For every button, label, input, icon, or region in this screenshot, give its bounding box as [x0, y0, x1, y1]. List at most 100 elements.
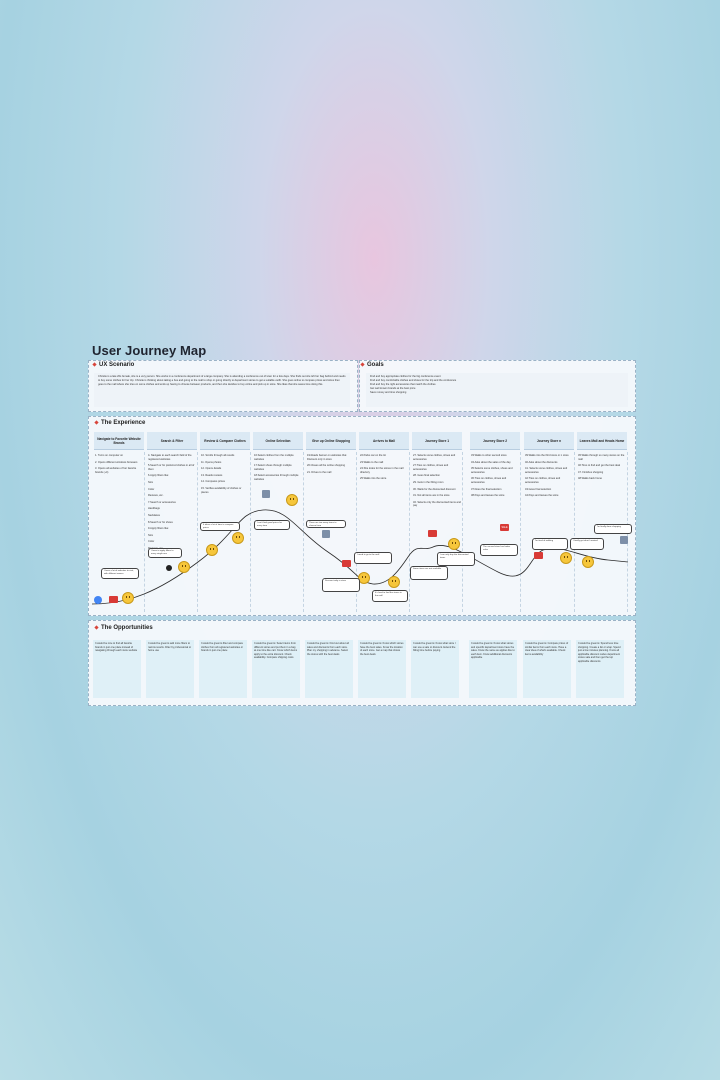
step-item: 28. Goes final selection — [413, 474, 440, 478]
stage-header: Journey Store n — [524, 432, 574, 450]
step-item: 47. Finishes shopping — [578, 470, 604, 474]
experience-heading: The Experience — [94, 420, 146, 426]
sale-badge-icon — [428, 530, 437, 537]
diamond-icon — [94, 625, 99, 630]
step-item: 4. Navigate to each search field of the … — [148, 454, 192, 461]
step-item: 7.Search or accessories — [148, 500, 176, 504]
opportunity-card: It would be great to: Spend less time sh… — [576, 640, 624, 698]
pain-bubble: I'm finally done shopping — [594, 524, 632, 534]
step-item: Reviews, etc. — [148, 494, 164, 498]
goal-item: Save money and time shopping — [370, 391, 407, 394]
google-icon — [94, 596, 102, 604]
thinking-face-icon — [232, 532, 244, 544]
pain-bubble: It's hard to find the stores in the mall — [372, 590, 408, 602]
cart-icon — [322, 530, 330, 538]
worried-face-icon — [388, 576, 400, 588]
pain-bubble: I can only buy the discounted items — [437, 552, 475, 566]
pain-bubble: The second store has better sales — [480, 544, 518, 556]
step-item: 21. Drives to the mall — [307, 470, 332, 474]
stage-steps: 10. Scrolls through all results 11. Opens… — [201, 454, 249, 497]
bag-icon — [534, 552, 543, 559]
pain-bubble: I need to go to the mall — [354, 552, 392, 564]
stage-steps: 16.Select clothes from the multiple webs… — [254, 454, 302, 485]
step-item: 19.Reads banner on websites that Discoun… — [307, 454, 347, 461]
page-title: User Journey Map — [92, 343, 207, 358]
pain-bubble: I can't find good prices for every item — [254, 520, 290, 530]
step-item: 36.Tries on clothes, shoes and accessori… — [471, 477, 507, 484]
opportunity-card: It would be great to add more filters to… — [146, 640, 194, 698]
goals-heading: Goals — [360, 362, 384, 368]
stage-steps: 39.Walks into the third store or n store… — [525, 454, 573, 501]
neutral-face-icon — [178, 561, 190, 573]
home-icon — [620, 536, 628, 544]
step-item: 39.Walks into the third store or n store — [525, 454, 569, 457]
diamond-icon — [360, 362, 365, 367]
stage-header: Online Selection — [253, 432, 303, 450]
stage-header: Search & Filter — [147, 432, 197, 450]
step-item: Size — [148, 533, 154, 537]
opportunity-card: It would be nice to find all favorite br… — [93, 640, 141, 698]
step-item: 40.Asks about the discounts — [525, 460, 558, 464]
opportunities-heading: The Opportunities — [94, 625, 153, 631]
step-item: Color — [148, 487, 155, 491]
emotion-curve-line — [91, 509, 629, 605]
relieved-face-icon — [582, 556, 594, 568]
step-item: 35.Selects some clothes, shoes and acces… — [471, 467, 513, 474]
stage-header: Review & Compare Clothes — [200, 432, 250, 450]
step-item: 20.Closes all the online shopping — [307, 464, 346, 468]
stage-header: Journey Store 2 — [470, 432, 520, 450]
step-item: 6.Apply filters like: — [148, 474, 169, 478]
step-item: 22.Parks car on the lot — [360, 454, 386, 457]
step-item: 38.Pays and leaves the store — [471, 494, 505, 498]
smile-face-icon — [448, 538, 460, 550]
experience-title: The Experience — [101, 420, 146, 426]
step-item: 5.Search or for preferred clothes in all… — [148, 464, 195, 471]
step-item: 15. Verifies availability of clothes or … — [201, 486, 242, 494]
tired-face-icon — [560, 552, 572, 564]
stage-steps: 19.Reads banner on websites that Discoun… — [307, 454, 355, 477]
stage-header: Navigate to Favorite Website Brands — [94, 432, 144, 450]
step-item: Size — [148, 480, 154, 484]
stage-header: Journey Store 1 — [412, 432, 462, 450]
pain-bubble: There are too many items to choose from — [306, 520, 346, 528]
step-item: Color — [148, 540, 155, 544]
opportunity-card: It would be great to: Find out about all… — [305, 640, 353, 698]
stage-column — [358, 452, 410, 612]
pain-bubble: I finally got what I wanted — [570, 538, 604, 550]
step-item: 25.Walks into the store — [360, 477, 387, 481]
step-item: 42.Tries on clothes, shoes and accessori… — [525, 477, 561, 484]
step-item: 12. Opens details — [201, 467, 222, 471]
step-item: 45.Walks through so many stores on the m… — [578, 454, 625, 461]
step-item: 41. Selects some clothes, shoes and acce… — [525, 467, 568, 474]
sale-badge-icon-2: SALE — [500, 524, 509, 531]
stage-column — [305, 452, 357, 612]
ux-scenario-title: UX Scenario — [99, 362, 135, 368]
stage-steps: 22.Parks car on the lot 23.Walks to the m… — [360, 454, 408, 484]
step-item: 1. Turns on computer on — [95, 454, 124, 457]
step-item: 17.Select shoes through multiple website… — [254, 464, 292, 471]
step-item: 18.Select accessories through multiple w… — [254, 474, 299, 481]
step-item: 2. Opens different windows browsers — [95, 460, 138, 464]
step-item: 23.Walks to the mall — [360, 460, 384, 464]
goals-title: Goals — [367, 362, 384, 368]
step-item: 44.Pays and leaves the store — [525, 494, 559, 498]
sale-badge-label: SALE — [501, 526, 508, 529]
pain-bubble: Some items are not available — [410, 566, 448, 580]
stage-steps: 27. Selects some clothes, shoes and acce… — [413, 454, 461, 511]
pain-bubble: It takes a lot of time to compare prices — [200, 522, 240, 531]
ux-scenario-text: Christie is a late 20s female, she is a … — [94, 373, 350, 407]
step-item: 27. Selects some clothes, shoes and acce… — [413, 454, 456, 461]
emotion-curve — [91, 509, 629, 605]
confused-face-icon — [206, 544, 218, 556]
clothes-icon — [262, 490, 270, 498]
sale-tag-icon — [109, 596, 118, 603]
stage-column — [523, 452, 575, 612]
opportunity-card: It would be great to: Select items from … — [252, 640, 300, 698]
stage-header: Leaves Mall and Heads Home — [577, 432, 627, 450]
stage-header: Give up Online Shopping — [306, 432, 356, 450]
opportunity-card: It would be great to: Know which stores … — [358, 640, 406, 698]
pain-bubble: I have a lot of websites to visit, with … — [101, 568, 139, 579]
step-item: 27.Tries on clothes, shoes and accessori… — [413, 464, 449, 471]
step-item: 43.Goes final selection — [525, 487, 552, 491]
opportunity-card: It would be great to: Know what store I … — [411, 640, 459, 698]
